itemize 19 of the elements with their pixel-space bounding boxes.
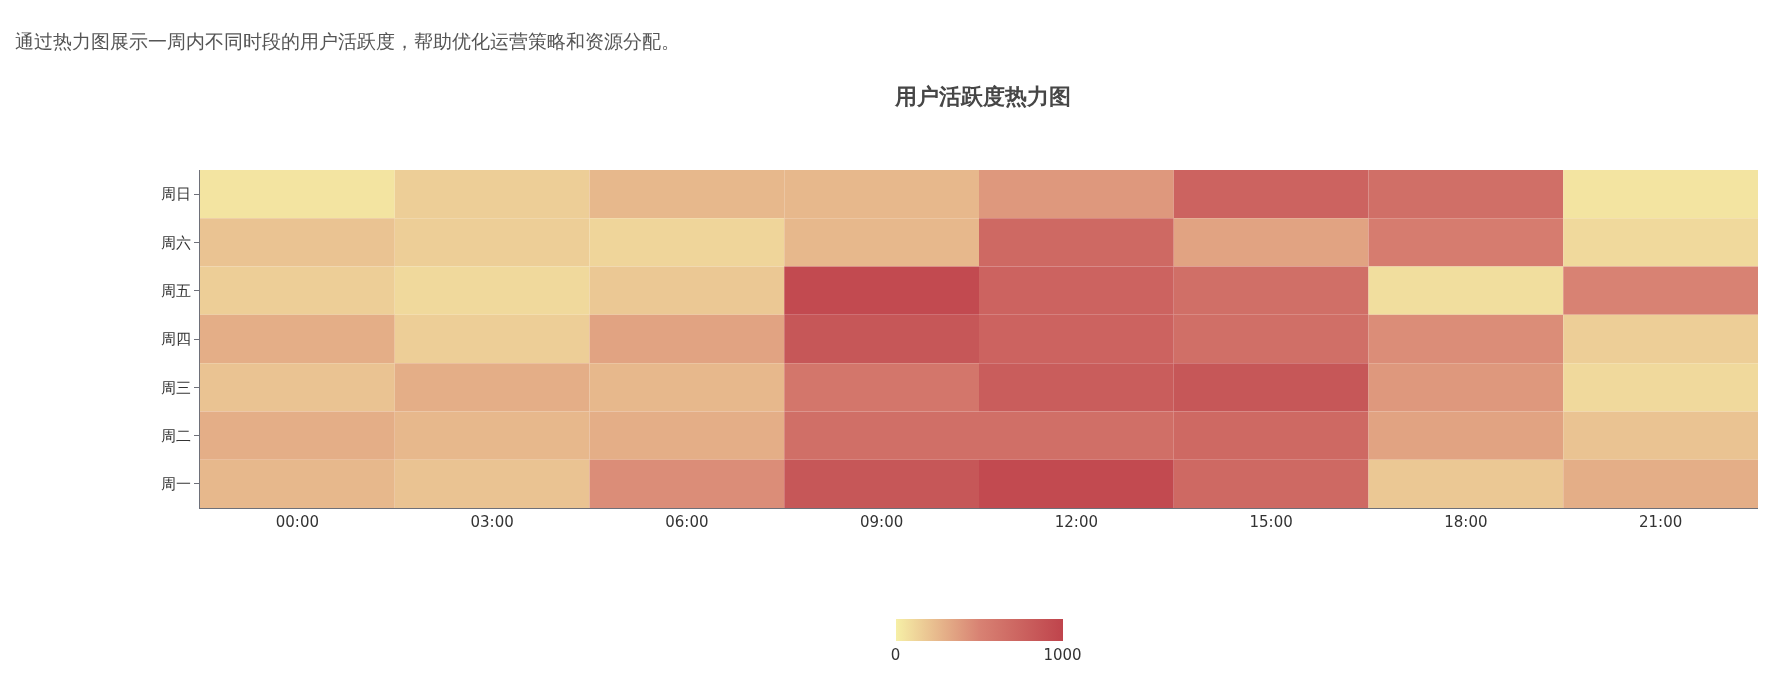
x-tick-label: 18:00 (1444, 513, 1488, 531)
x-tick-label: 21:00 (1639, 513, 1683, 531)
x-tick-label: 06:00 (665, 513, 709, 531)
x-tick-label: 00:00 (275, 513, 319, 531)
y-tick-label: 周三 (161, 378, 191, 397)
chart-subtitle: 通过热力图展示一周内不同时段的用户活跃度，帮助优化运营策略和资源分配。 (15, 30, 680, 52)
y-tick-label: 周日 (161, 185, 191, 204)
color-bar-label: 0 (890, 645, 901, 664)
x-tick-label: 09:00 (860, 513, 904, 531)
y-tick-label: 周四 (161, 330, 191, 349)
x-tick-label: 12:00 (1054, 513, 1098, 531)
color-bar-label: 1000 (1043, 645, 1082, 664)
x-tick-label: 15:00 (1249, 513, 1293, 531)
y-tick-label: 周五 (161, 281, 191, 300)
y-tick-label: 周六 (161, 233, 191, 252)
x-tick-label: 03:00 (470, 513, 514, 531)
chart-title: 用户活跃度热力图 (894, 83, 1072, 109)
y-tick-label: 周二 (161, 426, 191, 445)
y-tick-label: 周一 (161, 475, 191, 494)
